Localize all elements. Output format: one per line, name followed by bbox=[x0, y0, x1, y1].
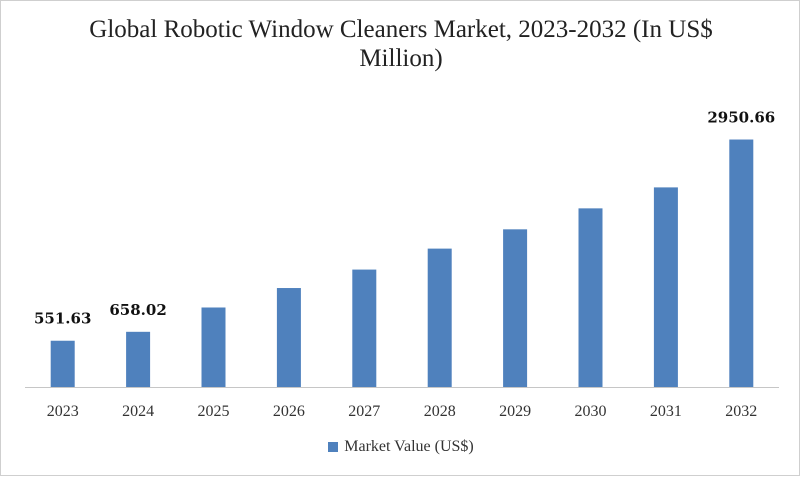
chart-title: Global Robotic Window Cleaners Market, 2… bbox=[89, 16, 713, 72]
bar-2027 bbox=[352, 269, 377, 387]
bar-2026 bbox=[276, 288, 301, 387]
data-label-2024: 658.02 bbox=[109, 301, 166, 319]
legend: Market Value (US$) bbox=[1, 438, 800, 456]
bar-2028 bbox=[427, 248, 452, 387]
data-label-2032: 2950.66 bbox=[707, 109, 775, 127]
x-tick-label: 2027 bbox=[348, 403, 380, 420]
x-tick-label: 2030 bbox=[575, 403, 607, 420]
bar-2025 bbox=[201, 307, 226, 387]
x-tick-label: 2026 bbox=[273, 403, 305, 420]
bar-2031 bbox=[653, 187, 678, 387]
bar-2024 bbox=[126, 331, 151, 387]
x-tick-label: 2028 bbox=[424, 403, 456, 420]
data-label-2023: 551.63 bbox=[34, 310, 91, 328]
bar-2029 bbox=[503, 229, 528, 387]
bar-2032 bbox=[729, 139, 754, 387]
legend-swatch bbox=[328, 442, 339, 452]
x-tick-label: 2029 bbox=[499, 403, 531, 420]
x-tick-label: 2031 bbox=[650, 403, 682, 420]
bar-2023 bbox=[50, 340, 75, 387]
x-tick-label: 2025 bbox=[198, 403, 230, 420]
legend-label: Market Value (US$) bbox=[344, 438, 474, 455]
x-tick-label: 2032 bbox=[725, 403, 757, 420]
bar-2030 bbox=[578, 208, 603, 387]
x-tick-label: 2023 bbox=[47, 403, 79, 420]
x-tick-label: 2024 bbox=[122, 403, 154, 420]
